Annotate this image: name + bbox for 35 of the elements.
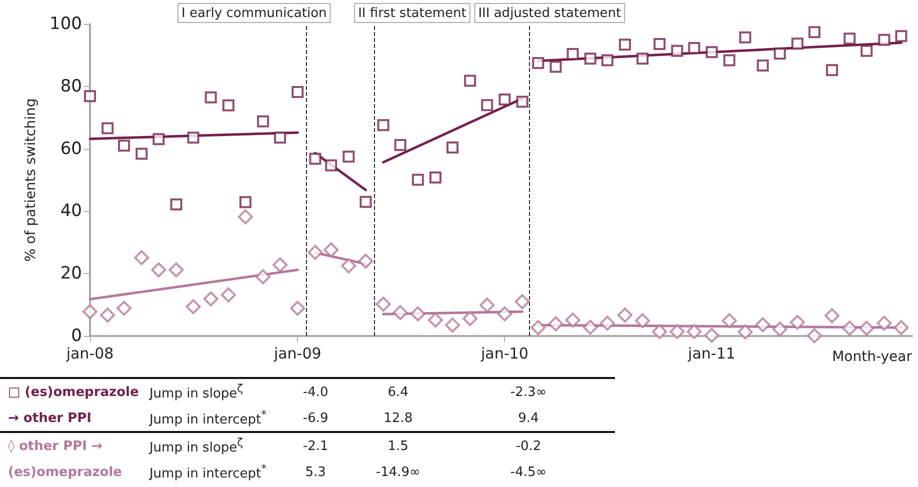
x-axis-title: Month-year xyxy=(832,349,912,365)
text: -4.5∞ xyxy=(509,464,548,482)
text: 6.4 xyxy=(354,378,442,405)
text: ◊ other PPI → xyxy=(0,432,150,459)
x-tick-label: jan-09 xyxy=(272,344,322,362)
text: -4.0 xyxy=(276,378,354,405)
text: Jump in slope$^{ζ}$ xyxy=(149,432,277,459)
x-tick-label: jan-10 xyxy=(480,344,528,362)
text: -0.2 xyxy=(442,432,615,459)
text: → other PPI xyxy=(7,410,92,428)
ref-line-label: II first statement xyxy=(358,6,466,21)
x-tick-label: jan-08 xyxy=(65,344,114,362)
y-tick-label: 0 xyxy=(71,326,82,346)
text: Jump in intercept$^{*}$ xyxy=(149,407,268,430)
y-tick-label: 20 xyxy=(60,264,82,284)
text: 5.3 xyxy=(304,464,327,482)
ref-line-label: I early communication xyxy=(182,6,327,21)
text: Jump in slope$^{ζ}$ xyxy=(149,378,277,405)
text: □ (es)omeprazole xyxy=(0,378,150,405)
text: -14.9∞ xyxy=(374,464,422,482)
y-tick-label: 100 xyxy=(50,14,82,34)
text: 1.5 xyxy=(354,432,442,459)
y-tick-label: 60 xyxy=(60,138,82,159)
text: -2.1 xyxy=(276,432,354,459)
text: 12.8 xyxy=(382,410,414,428)
text: (es)omeprazole xyxy=(7,464,123,482)
text: -2.3∞ xyxy=(442,378,615,405)
ref-line-label: III adjusted statement xyxy=(478,6,622,21)
text: Jump in intercept$^{*}$ xyxy=(149,461,268,484)
x-tick-label: jan-11 xyxy=(687,344,736,362)
y-tick-label: 80 xyxy=(60,76,82,96)
y-axis-title: % of patients switching xyxy=(23,98,39,262)
text: 9.4 xyxy=(517,410,540,428)
text: -6.9 xyxy=(302,410,330,428)
y-tick-label: 40 xyxy=(60,201,82,222)
